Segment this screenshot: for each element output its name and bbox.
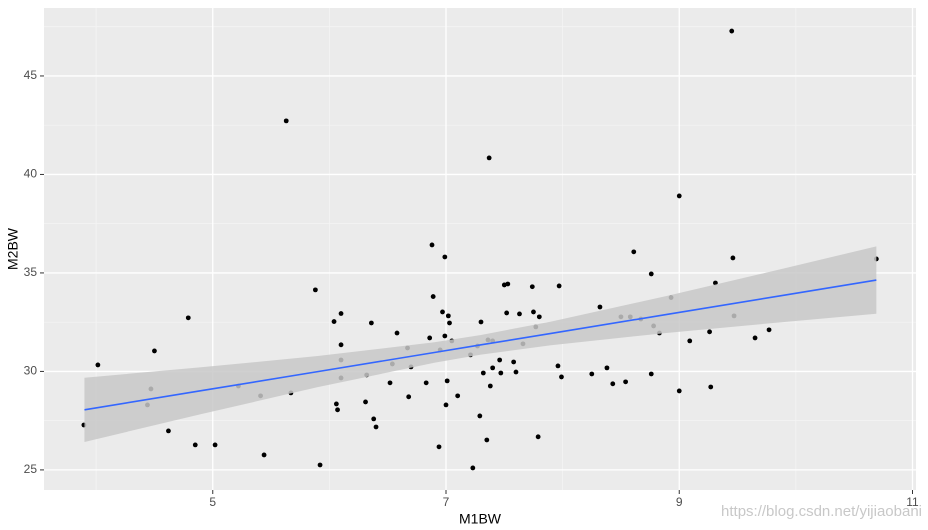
x-tick-label: 5 — [209, 495, 216, 509]
point — [478, 319, 484, 325]
point — [480, 370, 486, 376]
point — [535, 434, 541, 440]
point — [317, 462, 323, 468]
point — [338, 311, 344, 316]
point — [687, 338, 693, 344]
point — [406, 394, 412, 400]
point — [338, 342, 344, 348]
point — [610, 381, 616, 387]
point — [333, 401, 339, 407]
point — [713, 280, 718, 286]
point — [443, 402, 449, 408]
point — [536, 314, 542, 320]
x-axis-label: M1BW — [459, 511, 502, 527]
point — [331, 319, 337, 324]
x-tick-label: 11 — [906, 495, 919, 509]
point — [707, 329, 712, 335]
point — [368, 320, 374, 326]
y-tick-label: 25 — [24, 462, 38, 476]
point — [283, 118, 289, 124]
point — [447, 320, 452, 326]
y-tick-label: 35 — [24, 265, 38, 279]
x-tick-label: 9 — [676, 495, 683, 509]
point — [730, 255, 736, 261]
point — [486, 155, 492, 161]
point — [427, 335, 433, 341]
point — [511, 359, 517, 365]
watermark: https://blog.csdn.net/yijiaobani — [721, 503, 922, 520]
point — [676, 388, 682, 394]
point — [517, 311, 522, 317]
point — [185, 315, 191, 321]
point — [504, 310, 510, 316]
point — [436, 444, 442, 450]
point — [455, 393, 461, 399]
point — [766, 327, 772, 333]
point — [623, 379, 629, 385]
point — [498, 370, 504, 376]
point — [166, 428, 171, 434]
point — [484, 437, 490, 443]
point — [631, 249, 637, 255]
point — [559, 374, 564, 380]
point — [371, 416, 377, 422]
point — [423, 380, 429, 386]
point — [604, 365, 610, 371]
point — [442, 333, 448, 339]
y-tick-label: 45 — [24, 68, 38, 82]
point — [212, 442, 218, 448]
point — [505, 281, 511, 287]
point — [430, 294, 436, 299]
point — [442, 254, 448, 260]
point — [261, 452, 267, 458]
point — [676, 193, 682, 199]
point — [513, 369, 519, 375]
point — [708, 384, 714, 390]
point — [387, 380, 393, 386]
point — [440, 309, 445, 315]
point — [555, 363, 561, 369]
point — [363, 399, 368, 405]
point — [648, 271, 654, 277]
point — [531, 309, 536, 315]
y-axis-label: M2BW — [5, 227, 21, 270]
point — [335, 407, 340, 413]
point — [529, 284, 535, 290]
point — [648, 371, 654, 377]
point — [444, 378, 450, 384]
point — [752, 335, 758, 341]
point — [497, 357, 503, 363]
point — [729, 28, 735, 34]
point — [373, 424, 379, 430]
point — [477, 413, 483, 419]
point — [445, 313, 451, 319]
y-tick-label: 40 — [24, 167, 38, 181]
y-tick-label: 30 — [24, 364, 38, 378]
point — [589, 371, 595, 377]
x-tick-label: 7 — [443, 495, 450, 509]
point — [152, 348, 157, 354]
point — [597, 304, 603, 310]
regression-line — [84, 279, 877, 411]
point — [429, 242, 435, 248]
point — [312, 287, 318, 293]
point — [95, 362, 101, 368]
point — [487, 383, 493, 389]
point — [470, 465, 476, 471]
point — [490, 365, 496, 371]
point — [556, 283, 562, 289]
point — [192, 442, 198, 448]
point — [394, 330, 400, 336]
